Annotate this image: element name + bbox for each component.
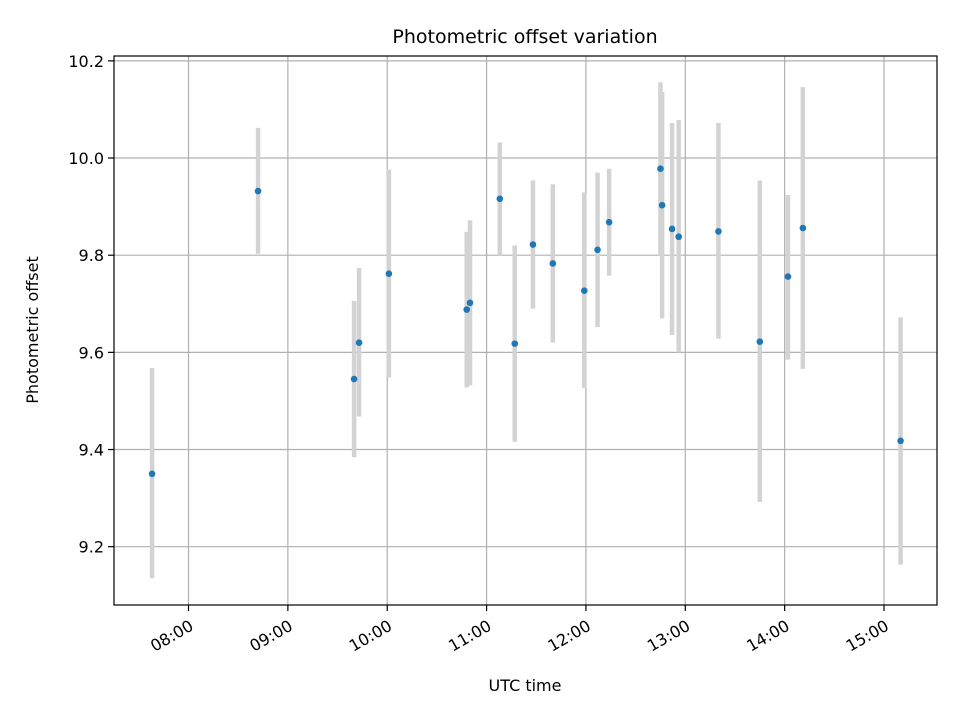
x-tick-label: 12:00 — [545, 616, 594, 656]
data-point — [355, 339, 363, 346]
data-point — [496, 195, 504, 203]
x-tick-label: 10:00 — [346, 616, 395, 656]
data-point — [254, 187, 262, 195]
x-tick-label: 09:00 — [246, 616, 295, 656]
data-point — [148, 470, 156, 478]
x-tick-label: 11:00 — [445, 616, 494, 656]
y-axis-label: Photometric offset — [23, 256, 42, 404]
data-point — [675, 233, 682, 241]
y-tick-label: 9.2 — [79, 538, 104, 557]
y-tick-label: 9.4 — [79, 441, 104, 460]
data-point — [463, 306, 471, 313]
data-point — [658, 201, 666, 209]
x-tick-label: 13:00 — [644, 616, 693, 656]
data-point — [657, 165, 664, 173]
data-point — [799, 224, 807, 232]
data-point — [466, 299, 474, 307]
x-axis-ticks: 08:00 09:00 10:00 11:00 12:00 13:00 14:00 15:00 — [147, 605, 892, 656]
y-tick-label: 9.8 — [79, 246, 104, 265]
data-point — [715, 228, 722, 235]
plot-area-frame — [113, 55, 938, 606]
y-axis-ticks: 9.2 9.4 9.6 9.8 10.0 10.2 — [68, 52, 114, 557]
data-point — [350, 375, 358, 383]
data-point — [605, 218, 613, 226]
data-point — [385, 270, 393, 277]
error-bars — [149, 82, 903, 579]
grid — [114, 56, 937, 605]
data-point — [756, 338, 764, 345]
y-tick-label: 10.2 — [68, 52, 104, 71]
x-tick-label: 15:00 — [843, 616, 892, 656]
data-point — [897, 437, 904, 445]
data-point — [511, 340, 519, 347]
data-point — [549, 260, 557, 267]
data-point — [580, 287, 588, 294]
y-tick-label: 10.0 — [68, 149, 104, 168]
chart-title: Photometric offset variation — [392, 26, 657, 48]
x-axis-label: UTC time — [489, 676, 562, 695]
data-points — [148, 165, 904, 478]
x-tick-label: 14:00 — [743, 616, 792, 656]
data-point — [594, 246, 601, 254]
data-point — [668, 225, 676, 233]
data-point — [784, 273, 792, 280]
data-point — [529, 241, 537, 248]
y-tick-label: 9.6 — [79, 343, 104, 362]
x-tick-label: 08:00 — [147, 616, 196, 656]
